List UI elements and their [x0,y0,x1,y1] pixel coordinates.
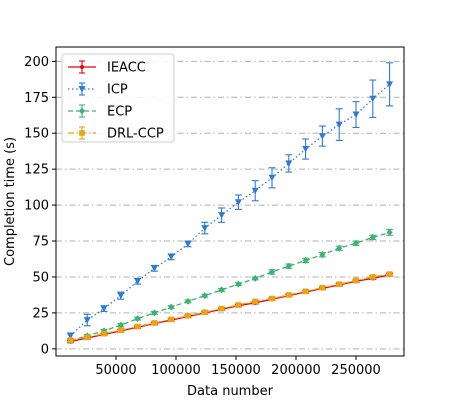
data-point [352,111,360,119]
x-tick-label: 250000 [331,363,381,378]
legend-entry: DRL-CCP [68,126,164,142]
series-layer [66,62,394,345]
y-tick-label: 25 [32,306,49,321]
data-point [319,251,326,259]
x-tick-label: 50000 [95,363,136,378]
legend-entry: ICP [68,82,128,98]
legend-label: IEACC [107,61,146,76]
axis-ticks: 0 25 50 75 100 125 150 175 200 50000 100000 150000 2… [24,55,381,378]
y-tick-label: 200 [24,55,49,70]
x-tick-label: 100000 [151,363,201,378]
series-ecp [66,228,394,345]
data-point [66,332,74,340]
legend-marker [79,107,85,115]
y-tick-label: 100 [24,199,49,214]
data-point [117,321,124,329]
data-point [353,277,359,284]
series-line [70,231,390,342]
data-point [185,297,191,305]
data-point [218,305,225,312]
data-point [117,292,125,300]
data-point [67,337,74,343]
plot-frame [55,46,405,357]
data-point [336,244,343,252]
data-point [151,309,158,317]
data-point [118,327,124,333]
y-tick-label: 75 [32,235,49,250]
data-point [167,253,175,261]
legend-marker [80,65,84,69]
legend-label: ICP [107,83,128,98]
data-point [336,281,342,287]
legend-label: ECP [107,105,132,120]
data-point [202,309,208,315]
data-point [369,233,376,241]
data-point [84,334,90,341]
data-point [353,239,359,247]
legend-entry: IEACC [68,60,146,76]
data-point [134,278,142,285]
data-point [150,265,158,272]
data-point [134,323,141,330]
legend-box [61,53,175,143]
data-point [151,320,158,326]
y-tick-label: 50 [32,270,49,285]
data-point [201,225,209,232]
data-point [285,262,292,270]
data-point [386,271,393,277]
y-tick-label: 0 [41,342,49,357]
data-point [201,292,208,300]
data-point [184,240,192,248]
data-point [269,268,275,276]
x-tick-label: 200000 [271,363,321,378]
data-point [269,295,275,302]
y-axis-label: Completion time (s) [3,137,18,266]
data-point [302,146,310,153]
data-point [369,95,377,103]
data-point [268,174,276,182]
data-point [386,81,394,88]
data-point [168,303,175,311]
y-tick-label: 150 [24,127,49,142]
data-point [252,298,258,305]
data-point [319,284,326,291]
data-point [302,256,309,264]
data-point [285,160,293,167]
data-point [234,199,242,206]
data-point [335,121,343,129]
data-point [218,212,226,219]
data-point [370,274,376,280]
data-point [185,312,191,319]
data-point [252,274,259,282]
data-point [83,317,91,324]
series-drl-ccp [66,271,394,343]
legend: IEACC ICP ECP DRL-CCP [61,53,175,143]
x-axis-label: Data number [187,384,274,399]
data-point [100,305,108,313]
data-point [134,315,141,323]
data-point [302,288,309,295]
y-tick-label: 175 [24,91,49,106]
data-point [286,292,292,298]
legend-marker [78,86,86,93]
series-icp [66,62,394,340]
data-point [251,187,259,195]
legend-marker [79,130,85,136]
x-tick-label: 150000 [211,363,261,378]
legend-label: DRL-CCP [107,127,164,142]
data-point [101,330,107,337]
legend-entry: ECP [68,104,132,120]
data-point [168,316,174,323]
data-point [235,302,242,308]
data-point [235,280,242,288]
data-point [218,286,225,294]
y-tick-label: 125 [24,163,49,178]
data-point [318,133,326,140]
data-point [386,228,393,236]
